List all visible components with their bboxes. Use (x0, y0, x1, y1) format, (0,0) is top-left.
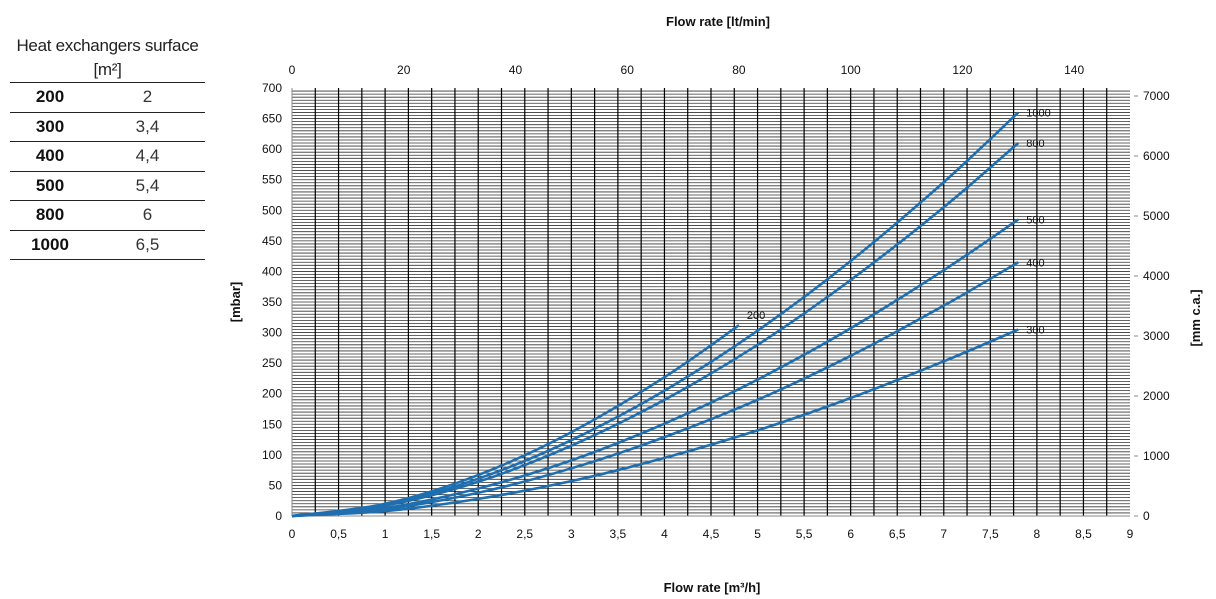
y-tick-label: 700 (262, 81, 282, 95)
heat-exchanger-table: Heat exchangers surface [m²] 200 2 300 3,4 4… (10, 34, 205, 260)
series-line-400 (291, 261, 1019, 518)
y-tick-label: 50 (269, 478, 283, 492)
table-row: 400 4,4 (10, 141, 205, 171)
table-row: 300 3,4 (10, 111, 205, 142)
series-line-300 (291, 328, 1019, 518)
x-top-tick-label: 100 (841, 63, 861, 77)
x-tick-label: 8,5 (1075, 527, 1092, 541)
model-cell: 1000 (31, 234, 69, 254)
model-cell: 200 (35, 87, 65, 107)
y-tick-label: 650 (262, 112, 282, 126)
y-right-tick-label: 2000 (1143, 389, 1170, 403)
surface-cell: 6 (142, 205, 153, 225)
series-line-800 (291, 142, 1020, 518)
x-tick-label: 9 (1127, 527, 1134, 541)
x-top-tick-label: 40 (509, 63, 523, 77)
series-line-1000 (291, 111, 1020, 518)
model-cell: 800 (35, 205, 65, 225)
y-right-tick-label: 3000 (1143, 329, 1170, 343)
y-axis-title: [mbar] (228, 282, 243, 322)
x-tick-label: 0,5 (330, 527, 347, 541)
x-axis-title: Flow rate [m³/h] (664, 580, 761, 595)
series-label-1000: 1000 (1026, 107, 1050, 119)
y-tick-label: 400 (262, 264, 282, 278)
x-tick-label: 4,5 (703, 527, 720, 541)
y-tick-label: 250 (262, 356, 282, 370)
x-top-tick-label: 60 (621, 63, 635, 77)
series-label-200: 200 (747, 310, 765, 322)
y-right-tick-label: 0 (1143, 509, 1150, 523)
x-tick-label: 3 (568, 527, 575, 541)
table-row: 800 6 (10, 200, 205, 230)
y-tick-label: 150 (262, 417, 282, 431)
top-axis-title: Flow rate [lt/min] (666, 14, 770, 29)
table-unit: [m²] (93, 60, 122, 79)
model-cell: 500 (35, 175, 65, 195)
table-title: Heat exchangers surface (16, 36, 199, 55)
series-line-500 (291, 218, 1020, 518)
x-tick-label: 4 (661, 527, 668, 541)
surface-cell: 5,4 (135, 175, 160, 195)
x-tick-label: 2 (475, 527, 482, 541)
table-row: 200 2 (10, 82, 205, 112)
x-tick-label: 5,5 (796, 527, 813, 541)
surface-cell: 2 (142, 87, 153, 107)
x-tick-label: 6,5 (889, 527, 906, 541)
x-tick-label: 7,5 (982, 527, 999, 541)
series-label-500: 500 (1026, 214, 1044, 226)
y-tick-label: 450 (262, 234, 282, 248)
surface-cell: 3,4 (135, 116, 160, 136)
series-label-300: 300 (1026, 325, 1044, 337)
x-tick-label: 2,5 (516, 527, 533, 541)
series-label-400: 400 (1026, 257, 1044, 269)
y-tick-label: 350 (262, 295, 282, 309)
y-tick-label: 300 (262, 326, 282, 340)
y-right-tick-label: 1000 (1143, 449, 1170, 463)
y-tick-label: 500 (262, 203, 282, 217)
y-right-tick-label: 6000 (1143, 149, 1170, 163)
x-tick-label: 0 (289, 527, 296, 541)
y-tick-label: 0 (275, 509, 282, 523)
table-row: 500 5,4 (10, 170, 205, 201)
y-right-tick-label: 4000 (1143, 269, 1170, 283)
x-top-tick-label: 120 (952, 63, 972, 77)
x-tick-label: 3,5 (610, 527, 627, 541)
y-right-tick-label: 7000 (1143, 89, 1170, 103)
y-tick-label: 550 (262, 173, 282, 187)
surface-cell: 4,4 (135, 146, 160, 166)
x-tick-label: 6 (847, 527, 854, 541)
model-cell: 400 (35, 146, 65, 166)
surface-cell: 6,5 (135, 234, 160, 254)
y-tick-label: 200 (262, 387, 282, 401)
x-tick-label: 1,5 (423, 527, 440, 541)
x-tick-label: 7 (940, 527, 947, 541)
x-top-tick-label: 140 (1064, 63, 1084, 77)
model-cell: 300 (35, 116, 65, 136)
y-tick-label: 100 (262, 448, 282, 462)
x-top-tick-label: 0 (289, 63, 296, 77)
x-top-tick-label: 80 (732, 63, 746, 77)
y-tick-label: 600 (262, 142, 282, 156)
x-top-tick-label: 20 (397, 63, 411, 77)
y-right-tick-label: 5000 (1143, 209, 1170, 223)
x-tick-label: 1 (382, 527, 389, 541)
y-right-axis-title: [mm c.a.] (1188, 289, 1203, 346)
series-label-800: 800 (1026, 138, 1044, 150)
x-tick-label: 8 (1034, 527, 1041, 541)
x-tick-label: 5 (754, 527, 761, 541)
table-row: 1000 6,5 (10, 229, 205, 260)
